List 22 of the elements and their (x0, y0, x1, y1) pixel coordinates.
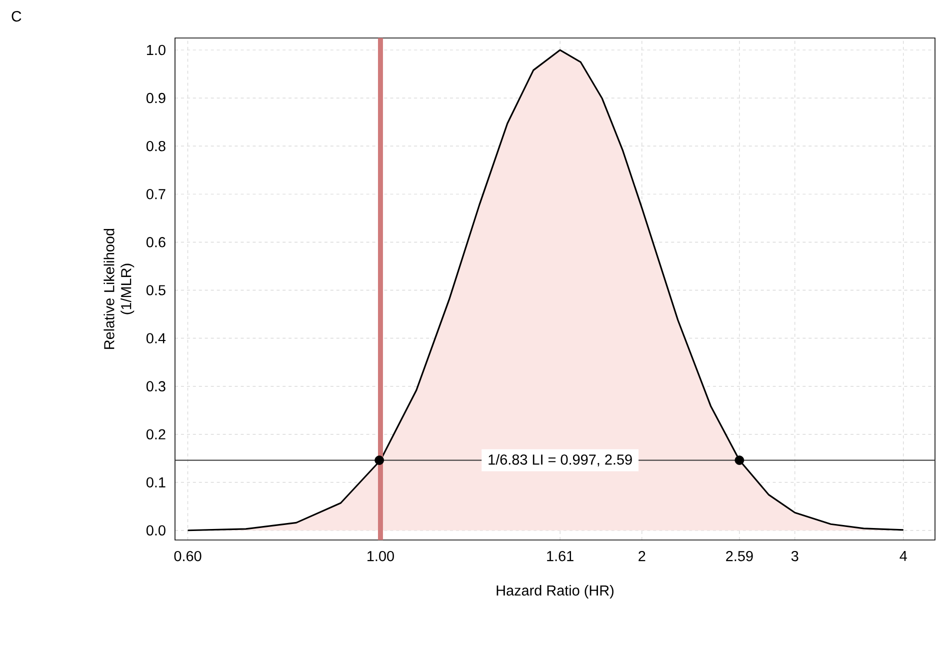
x-tick-label: 3 (791, 550, 798, 562)
y-tick-label: 0.5 (146, 285, 166, 296)
text: C (12, 11, 22, 22)
y-tick-label: 0.4 (146, 333, 166, 344)
y-tick-label: 0.9 (146, 92, 166, 104)
y-tick-label: 0.1 (146, 477, 166, 488)
y-tick-label: 0.8 (146, 140, 166, 152)
y-tick-label: 0.6 (146, 237, 166, 248)
y-tick-label: 1.0 (147, 44, 166, 56)
y-axis-title: Relative Likelihood (1/MLR) (104, 228, 134, 349)
y-tick-label: 0.7 (146, 189, 166, 200)
annotation: 1/6.83 LI = 0.997, 2.59 (488, 454, 632, 466)
x-axis-title: Hazard Ratio (HR) (496, 584, 614, 598)
x-tick-label: 4 (900, 550, 907, 561)
y-tick-label: 0.3 (146, 381, 166, 392)
x-tick-label: 1.61 (547, 550, 574, 562)
y-tick-label: 0.2 (146, 429, 166, 440)
x-tick-label: 0.60 (174, 550, 202, 562)
x-tick-label: 2.59 (726, 550, 753, 562)
x-tick-label: 1.00 (368, 550, 394, 562)
y-tick-label: 0.0 (146, 525, 166, 536)
x-tick-label: 2 (638, 550, 646, 562)
